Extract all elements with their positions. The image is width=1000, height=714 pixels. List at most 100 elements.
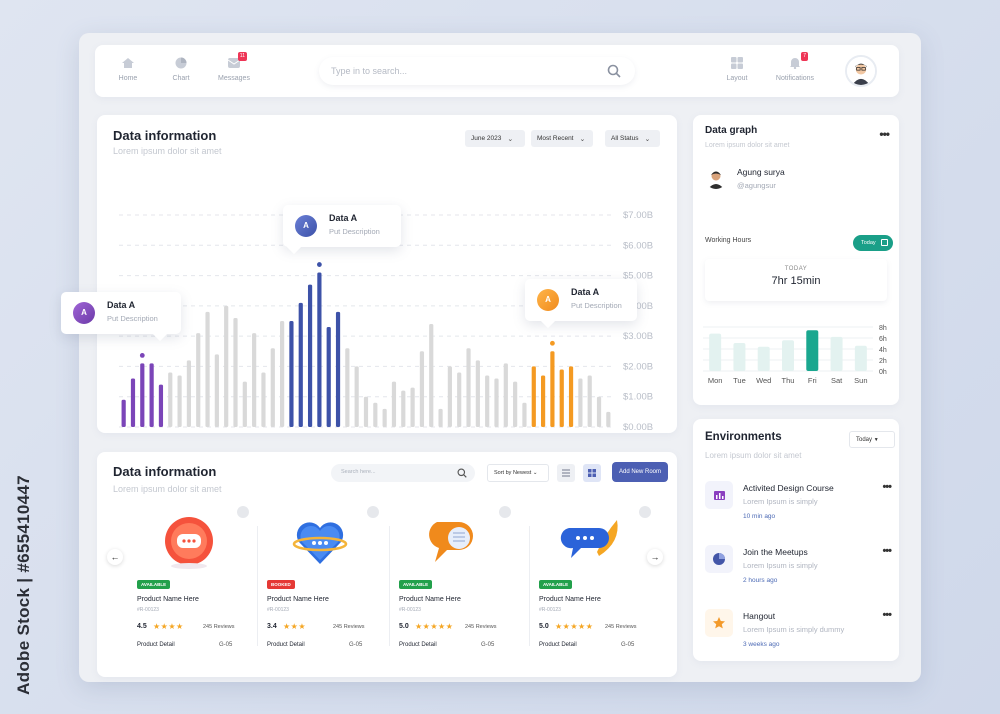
y-tick-label: 4h — [879, 347, 887, 354]
home-icon — [122, 58, 134, 68]
more-options-icon[interactable]: ••• — [882, 481, 892, 493]
bar — [317, 272, 322, 427]
bar — [587, 375, 592, 427]
user-avatar[interactable] — [845, 55, 877, 87]
bar — [606, 411, 611, 427]
user-name: Agung surya — [737, 167, 785, 177]
sort-dropdown[interactable]: Most Recent ⌄ — [531, 130, 593, 147]
product-detail-link[interactable]: Product Detail — [399, 642, 437, 648]
grid-icon — [588, 469, 596, 477]
carousel-prev-button[interactable]: ← — [107, 549, 123, 565]
chevron-down-icon: ⌄ — [532, 470, 538, 476]
bar — [214, 354, 219, 427]
favorite-toggle[interactable] — [237, 506, 249, 518]
nav-layout[interactable]: Layout — [712, 57, 762, 82]
product-detail-link[interactable]: Product Detail — [267, 642, 305, 648]
environment-item[interactable]: Activited Design Course Lorem Ipsum is s… — [705, 481, 895, 531]
status-dropdown[interactable]: All Status ⌄ — [605, 130, 660, 147]
review-count: 245 Reviews — [203, 624, 235, 630]
search-icon[interactable] — [607, 64, 621, 78]
today-button[interactable]: Today — [853, 235, 893, 251]
data-graph-title: Data graph — [705, 125, 758, 136]
products-card-subtitle: Lorem ipsum dolor sit amet — [113, 484, 222, 494]
bar — [307, 284, 313, 427]
product-card[interactable]: AVAILABLE Product Name Here #R-00123 4.5… — [133, 506, 263, 656]
bar — [596, 396, 602, 427]
y-tick-label: $3.00B — [623, 331, 653, 342]
bar — [205, 311, 210, 427]
bar — [121, 399, 126, 427]
x-tick-label: Fri — [808, 376, 817, 385]
product-sort-dropdown[interactable]: Sort by Newest ⌄ — [487, 464, 549, 482]
x-tick-label: Sat — [831, 376, 843, 385]
bar — [513, 381, 518, 427]
search-icon[interactable] — [457, 468, 467, 478]
global-search[interactable]: Type in to search... — [319, 57, 635, 85]
product-name: Product Name Here — [539, 596, 601, 603]
product-card[interactable]: BOOKED Product Name Here #R-00123 3.4 ★★… — [257, 506, 393, 656]
highlight-dot — [316, 262, 322, 267]
environments-dropdown[interactable]: Today ▼ — [849, 431, 895, 448]
bar — [252, 333, 257, 427]
product-search-input[interactable]: Search here... — [341, 469, 376, 475]
tooltip-desc: Put Description — [329, 227, 380, 236]
search-input[interactable]: Type in to search... — [331, 66, 408, 76]
bar — [540, 375, 546, 427]
nav-home-label: Home — [118, 75, 138, 82]
nav-home[interactable]: Home — [103, 57, 153, 82]
more-options-icon[interactable]: ••• — [879, 127, 890, 141]
review-count: 245 Reviews — [465, 624, 497, 630]
product-code: G-05 — [621, 642, 635, 648]
layout-icon — [731, 57, 743, 69]
bar — [830, 336, 843, 371]
favorite-toggle[interactable] — [499, 506, 511, 518]
environment-time: 2 hours ago — [743, 577, 778, 584]
star-rating-icon: ★★★★ — [153, 622, 184, 631]
month-dropdown[interactable]: June 2023 ⌄ — [465, 130, 525, 147]
grid-view-button[interactable] — [583, 464, 601, 482]
list-view-button[interactable] — [557, 464, 575, 482]
x-tick-label: Tue — [733, 376, 746, 385]
nav-chart[interactable]: Chart — [156, 57, 206, 82]
chart-card-subtitle: Lorem ipsum dolor sit amet — [113, 146, 222, 156]
product-id: #R-00123 — [267, 607, 289, 613]
y-tick-label: 0h — [879, 369, 887, 376]
carousel-next-button[interactable]: → — [647, 549, 663, 565]
tooltip-desc: Put Description — [571, 301, 622, 310]
tooltip-title: Data A — [107, 300, 136, 310]
environment-desc: Lorem Ipsum is simply — [743, 561, 818, 570]
working-hours-label: Working Hours — [705, 237, 752, 244]
user-handle: @agungsur — [737, 181, 776, 190]
product-name: Product Name Here — [267, 596, 329, 603]
bar — [280, 321, 285, 427]
bar — [326, 327, 331, 427]
environment-title: Hangout — [743, 611, 776, 621]
bar — [335, 311, 341, 427]
product-card[interactable]: AVAILABLE Product Name Here #R-00123 5.0… — [389, 506, 525, 656]
favorite-toggle[interactable] — [367, 506, 379, 518]
caret-down-icon: ▼ — [873, 437, 879, 443]
environment-item[interactable]: Hangout Lorem Ipsum is simply dummy 3 we… — [705, 609, 895, 659]
notifications-badge: 7 — [801, 52, 808, 61]
product-card[interactable]: AVAILABLE Product Name Here #R-00123 5.0… — [529, 506, 665, 656]
more-options-icon[interactable]: ••• — [882, 609, 892, 621]
highlight-dot — [139, 353, 145, 358]
products-card-title: Data information — [113, 464, 217, 479]
bar — [447, 366, 452, 427]
more-options-icon[interactable]: ••• — [882, 545, 892, 557]
environment-item[interactable]: Join the Meetups Lorem Ipsum is simply 2… — [705, 545, 895, 595]
nav-messages[interactable]: 11 Messages — [209, 52, 259, 82]
product-detail-link[interactable]: Product Detail — [137, 642, 175, 648]
product-search[interactable]: Search here... — [331, 464, 475, 482]
list-icon — [562, 469, 570, 477]
bar — [363, 396, 369, 427]
environments-card: Environments Lorem ipsum dolor sit amet … — [693, 419, 899, 661]
bar — [531, 366, 536, 427]
add-new-room-button[interactable]: Add New Room — [612, 462, 668, 482]
bar — [550, 351, 555, 427]
star-rating-icon: ★★★ — [283, 622, 307, 631]
pie-chart-icon — [705, 545, 733, 573]
favorite-toggle[interactable] — [639, 506, 651, 518]
product-detail-link[interactable]: Product Detail — [539, 642, 577, 648]
nav-notifications[interactable]: 7 Notifications — [767, 52, 823, 82]
